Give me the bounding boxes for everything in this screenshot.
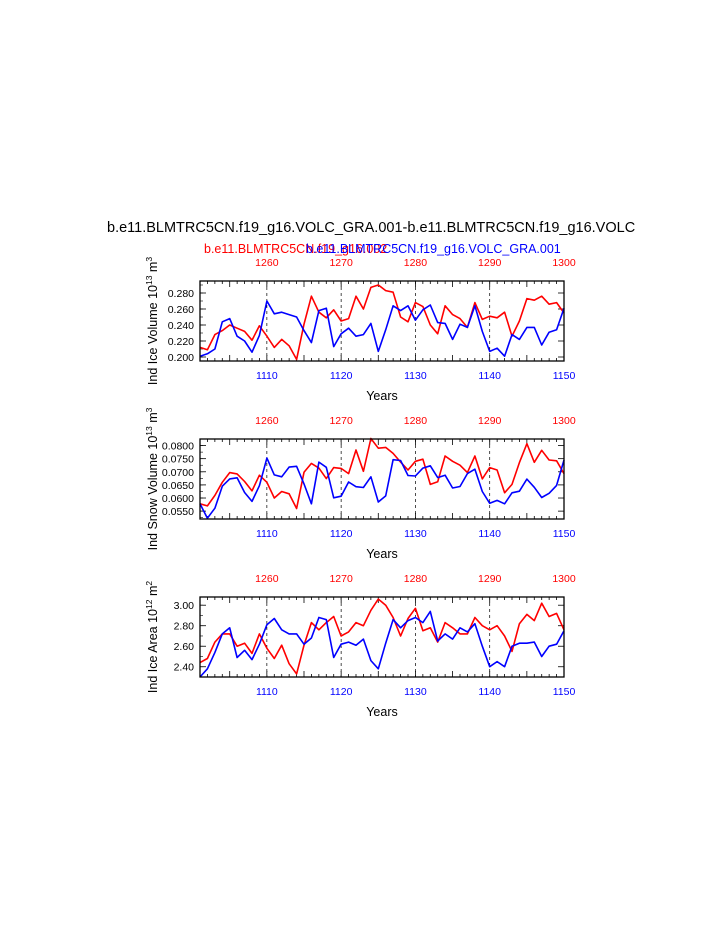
plot-frame	[199, 438, 565, 520]
plot-frame	[199, 280, 565, 362]
x-tick-label-top: 1300	[552, 415, 576, 427]
x-tick-label-top: 1300	[552, 257, 576, 269]
x-tick-label-bottom: 1140	[478, 528, 501, 540]
x-tick-label-top: 1260	[255, 415, 279, 427]
y-tick-label: 0.0550	[162, 506, 194, 518]
y-axis-title: Ind Ice Area 1012 m2	[144, 581, 160, 693]
x-tick-label-bottom: 1140	[478, 686, 501, 698]
x-tick-label-top: 1270	[329, 573, 353, 585]
series-line-blue	[199, 457, 565, 520]
x-tick-label-bottom: 1150	[553, 370, 576, 382]
subtitle-blue: b.e11.BLMTRC5CN.f19_g16.VOLC_GRA.001	[306, 242, 561, 256]
x-tick-label-bottom: 1130	[404, 686, 427, 698]
x-tick-label-top: 1290	[478, 257, 502, 269]
plot-frame	[199, 596, 565, 678]
x-tick-label-top: 1280	[404, 257, 428, 269]
y-tick-label: 0.0700	[162, 467, 194, 479]
x-tick-label-bottom: 1150	[553, 528, 576, 540]
x-tick-label-top: 1270	[329, 257, 353, 269]
x-tick-label-bottom: 1110	[256, 686, 278, 698]
x-tick-label-bottom: 1120	[330, 370, 353, 382]
y-tick-label: 0.200	[168, 352, 194, 364]
y-tick-label: 0.280	[168, 288, 194, 300]
x-tick-label-top: 1270	[329, 415, 353, 427]
series-line-blue	[199, 610, 565, 678]
y-tick-label: 2.40	[174, 662, 195, 674]
y-tick-label: 0.260	[168, 304, 194, 316]
x-tick-label-top: 1280	[404, 573, 428, 585]
series-line-blue	[199, 300, 565, 358]
subtitle-red: b.e11.BLMTRC5CN.f19_g16.002	[204, 242, 387, 256]
y-tick-label: 0.240	[168, 320, 194, 332]
x-axis-title: Years	[366, 389, 398, 403]
series-line-red	[199, 598, 565, 675]
y-tick-label: 2.60	[174, 641, 195, 653]
x-tick-label-top: 1260	[255, 573, 279, 585]
x-tick-label-top: 1300	[552, 573, 576, 585]
y-tick-label: 2.80	[174, 621, 195, 633]
series-line-red	[199, 437, 565, 510]
x-tick-label-bottom: 1110	[256, 528, 278, 540]
chart-panels: 0.200 0.220 0.240 0.260 0.280 1110 1120 1130 114…	[144, 257, 576, 719]
x-tick-label-bottom: 1150	[553, 686, 576, 698]
chart-panel-1: 0.200 0.220 0.240 0.260 0.280 1110 1120 1130 114…	[144, 257, 576, 403]
x-tick-label-bottom: 1130	[404, 370, 427, 382]
y-tick-label: 0.0650	[162, 480, 194, 492]
chart-panel-3: 2.40 2.60 2.80 3.00 1110 1120 1130 1140 1150 1260…	[144, 573, 576, 719]
y-tick-label: 0.0800	[162, 441, 194, 453]
figure-title: b.e11.BLMTRC5CN.f19_g16.VOLC_GRA.001-b.e…	[107, 220, 635, 236]
y-tick-label: 0.220	[168, 336, 194, 348]
x-tick-label-bottom: 1110	[256, 370, 278, 382]
x-tick-label-bottom: 1120	[330, 528, 353, 540]
x-tick-label-top: 1290	[478, 573, 502, 585]
y-tick-label: 3.00	[174, 600, 195, 612]
x-tick-label-bottom: 1130	[404, 528, 427, 540]
x-axis-title: Years	[366, 705, 398, 719]
x-tick-label-top: 1260	[255, 257, 279, 269]
x-tick-label-top: 1290	[478, 415, 502, 427]
x-tick-label-bottom: 1140	[478, 370, 501, 382]
x-axis-title: Years	[366, 547, 398, 561]
x-tick-label-top: 1280	[404, 415, 428, 427]
y-axis-title: Ind Snow Volume 1013 m3	[144, 407, 160, 550]
y-tick-label: 0.0750	[162, 454, 194, 466]
y-tick-label: 0.0600	[162, 493, 194, 505]
x-tick-label-bottom: 1120	[330, 686, 353, 698]
y-axis-title: Ind Ice Volume 1013 m3	[144, 257, 160, 385]
